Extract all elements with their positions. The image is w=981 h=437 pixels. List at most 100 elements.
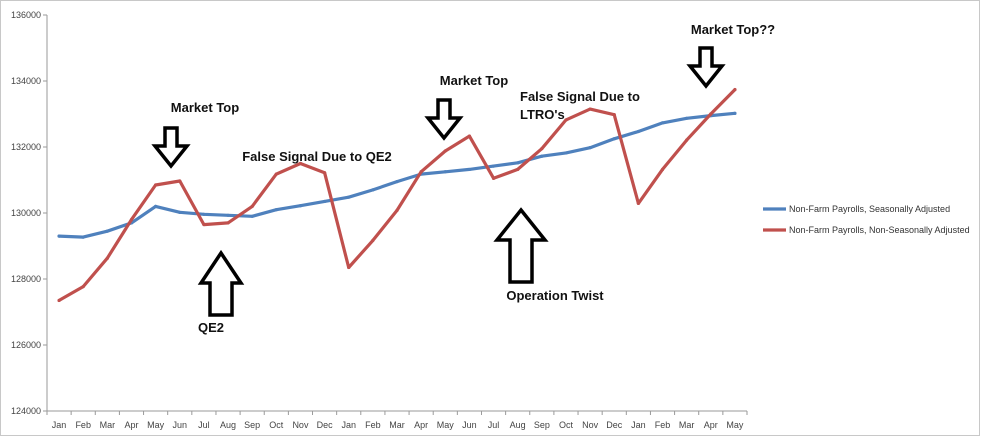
legend: Non-Farm Payrolls, Seasonally Adjusted No… [763,204,970,235]
x-tick-label: Oct [269,420,284,430]
x-tick-label: Oct [559,420,574,430]
x-ticks: Jan Feb Mar Apr May Jun Jul Aug Sep Oct Nov Dec Jan F… [46,411,748,430]
up-arrow-qe2 [197,249,245,317]
data-point [298,204,303,208]
x-tick-label: Jul [488,420,500,430]
x-tick-label: Mar [100,420,116,430]
data-point [250,204,254,208]
x-tick-label: May [147,420,165,430]
annotation-label: Market Top [171,100,239,115]
data-point [588,107,592,111]
annotation-label: Operation Twist [506,288,604,303]
data-point [202,222,206,227]
data-point [178,179,182,183]
data-point [154,204,158,208]
down-arrow-market-top-2 [424,98,464,141]
data-point [129,218,134,222]
down-arrow-market-top-3 [686,46,726,89]
data-point [154,183,158,187]
annotation-label: False Signal Due to [520,89,640,104]
x-tick-label: Apr [704,420,718,430]
x-tick-label: Jun [462,420,477,430]
data-point [612,113,616,117]
y-ticks: 124000 126000 128000 130000 132000 134000 1360… [11,10,47,416]
data-point [564,118,568,122]
data-point [540,154,544,158]
data-point [491,176,496,180]
annotations: Market Top QE2 False Signal Due to QE2 Mark… [171,22,775,335]
data-point [516,161,520,165]
data-point [395,180,399,184]
x-tick-label: May [437,420,455,430]
x-tick-label: Mar [389,420,405,430]
x-tick-label: Jul [198,420,210,430]
data-point [636,201,640,206]
data-point [347,195,351,199]
data-point [660,167,665,172]
x-tick-label: Feb [365,420,381,430]
data-point [540,147,544,151]
data-point [178,210,182,214]
data-point [322,171,327,175]
data-point [298,161,303,166]
annotation-label: QE2 [198,320,224,335]
data-point [685,116,689,120]
data-point [419,170,423,174]
annotation-label: False Signal Due to QE2 [242,149,392,164]
data-point [347,265,351,270]
y-tick-label: 130000 [11,208,41,218]
x-tick-label: May [726,420,744,430]
data-point [322,199,327,204]
data-point [564,151,568,155]
data-point [395,208,399,212]
data-point [709,112,713,116]
data-point [274,208,278,212]
data-point [685,138,689,142]
data-point [81,235,85,239]
y-tick-label: 134000 [11,76,41,86]
x-tick-label: Apr [414,420,428,430]
down-arrow-market-top-1 [151,126,191,169]
legend-label: Non-Farm Payrolls, Seasonally Adjusted [789,204,950,214]
data-point [660,121,665,125]
annotation-arrows [151,46,726,317]
data-point [636,129,640,134]
y-tick-label: 136000 [11,10,41,20]
annotation-label: LTRO's [520,107,565,122]
data-point [226,213,230,217]
data-point [491,164,496,168]
data-point [105,229,109,233]
series-lines [57,87,737,303]
x-tick-label: Sep [244,420,260,430]
x-tick-label: Dec [606,420,623,430]
x-tick-label: Aug [510,420,526,430]
x-tick-label: Aug [220,420,236,430]
annotation-label: Market Top [440,73,508,88]
data-point [371,238,375,242]
y-tick-label: 128000 [11,274,41,284]
x-tick-label: Apr [124,420,138,430]
x-tick-label: Jan [52,420,67,430]
y-tick-label: 124000 [11,406,41,416]
x-tick-label: Jan [631,420,646,430]
x-tick-label: Feb [75,420,91,430]
data-point [467,167,472,172]
data-point [467,134,472,138]
series-line-seasonally-adjusted [57,111,737,239]
series-line-non-seasonally-adjusted [57,87,737,302]
x-tick-label: Jan [341,420,356,430]
data-point [81,284,85,289]
data-point [733,87,737,92]
data-point [516,167,520,172]
data-point [443,170,447,174]
x-tick-label: Feb [655,420,671,430]
annotation-label: Market Top?? [691,22,775,37]
x-tick-label: Sep [534,420,550,430]
y-tick-label: 132000 [11,142,41,152]
y-tick-label: 126000 [11,340,41,350]
data-point [105,256,109,260]
data-point [443,149,447,153]
